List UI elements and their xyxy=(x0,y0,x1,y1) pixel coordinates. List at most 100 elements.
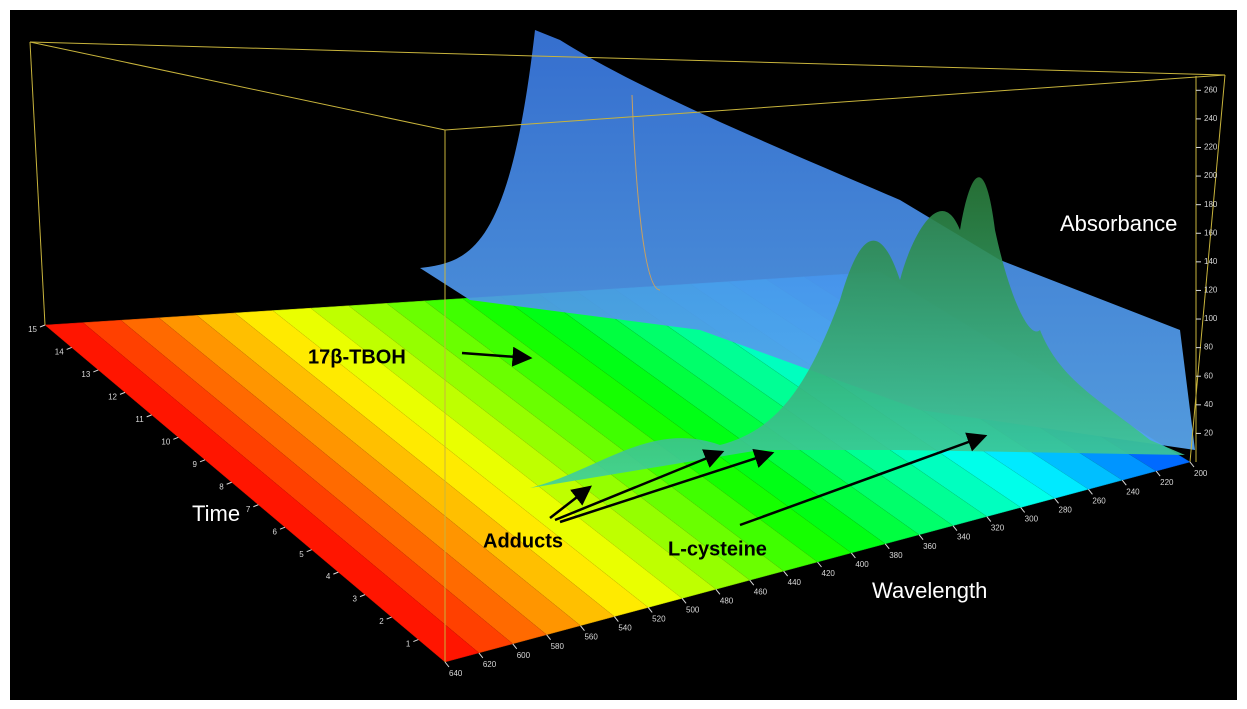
arrow xyxy=(739,432,988,527)
y-tick xyxy=(119,391,126,395)
x-tick-label: 320 xyxy=(991,524,1005,533)
x-tick xyxy=(783,570,789,577)
x-tick xyxy=(512,643,518,650)
x-tick xyxy=(546,634,551,641)
y-tick xyxy=(253,504,259,508)
y-tick xyxy=(413,639,419,642)
x-axis-label: Wavelength xyxy=(872,578,987,603)
z-tick-label: 200 xyxy=(1204,171,1218,180)
x-tick xyxy=(1088,488,1093,495)
box-edge xyxy=(444,74,1226,131)
ticks: 2002202402602803003203403603804004204404… xyxy=(28,76,1218,678)
y-tick-label: 15 xyxy=(28,325,37,334)
absorbance-peaks xyxy=(530,177,1185,489)
y-axis-label: Time xyxy=(192,501,240,526)
y-tick-label: 7 xyxy=(246,505,251,514)
x-tick-label: 560 xyxy=(584,633,598,642)
arrow xyxy=(461,346,533,367)
z-tick-label: 20 xyxy=(1204,429,1213,438)
y-tick-label: 12 xyxy=(108,393,117,402)
x-tick xyxy=(1155,470,1161,477)
x-tick xyxy=(1054,498,1059,504)
y-tick-label: 11 xyxy=(135,415,144,424)
x-tick-label: 440 xyxy=(788,578,802,587)
x-tick xyxy=(749,579,755,586)
trace xyxy=(631,94,661,291)
x-tick-label: 640 xyxy=(449,669,463,678)
y-tick-label: 10 xyxy=(161,437,170,446)
y-tick xyxy=(306,549,312,553)
y-tick xyxy=(199,459,206,463)
x-tick-label: 300 xyxy=(1025,515,1039,524)
x-tick-label: 380 xyxy=(889,551,903,560)
arrows xyxy=(461,346,988,527)
x-tick-label: 200 xyxy=(1194,469,1208,478)
z-tick-label: 140 xyxy=(1204,257,1218,266)
x-tick-label: 420 xyxy=(822,569,836,578)
y-tick-label: 8 xyxy=(219,482,224,491)
x-tick xyxy=(817,561,822,568)
z-tick-label: 40 xyxy=(1204,400,1213,409)
x-tick xyxy=(986,516,992,522)
arrow xyxy=(559,448,775,524)
y-tick xyxy=(386,616,392,620)
x-tick xyxy=(715,588,721,595)
x-tick xyxy=(444,661,450,668)
x-tick-label: 500 xyxy=(686,605,700,614)
annotation: L-cysteine xyxy=(668,538,767,560)
x-tick xyxy=(580,625,585,631)
y-tick-label: 2 xyxy=(379,617,384,626)
x-tick xyxy=(647,607,653,613)
x-tick xyxy=(884,543,890,550)
y-tick xyxy=(39,324,46,328)
x-tick xyxy=(613,616,619,622)
x-tick-label: 580 xyxy=(551,642,565,651)
x-tick xyxy=(1189,461,1195,468)
annotation: Adducts xyxy=(483,530,563,552)
y-tick xyxy=(279,526,286,530)
box-edge xyxy=(29,41,1226,76)
z-tick-label: 220 xyxy=(1204,143,1218,152)
z-tick-label: 100 xyxy=(1204,314,1218,323)
y-tick-label: 1 xyxy=(406,640,411,649)
y-tick-label: 9 xyxy=(193,460,198,469)
z-tick-label: 180 xyxy=(1204,200,1218,209)
z-axis-label: Absorbance xyxy=(1060,211,1177,236)
y-tick xyxy=(173,436,179,440)
x-tick xyxy=(952,525,958,531)
x-tick xyxy=(681,598,687,604)
x-tick-label: 540 xyxy=(618,624,632,633)
y-tick xyxy=(226,481,232,485)
x-tick-label: 460 xyxy=(754,587,768,596)
x-tick-label: 260 xyxy=(1092,496,1106,505)
box-edge xyxy=(29,41,446,131)
x-tick-label: 280 xyxy=(1059,505,1073,514)
y-tick-label: 3 xyxy=(353,595,358,604)
box-edge xyxy=(29,41,46,326)
y-tick xyxy=(359,594,366,598)
arrow xyxy=(554,449,725,522)
z-tick-label: 60 xyxy=(1204,371,1213,380)
z-tick-label: 160 xyxy=(1204,228,1218,237)
y-tick-label: 14 xyxy=(55,348,64,357)
z-tick-label: 240 xyxy=(1204,114,1218,123)
x-tick-label: 480 xyxy=(720,596,734,605)
z-tick-label: 80 xyxy=(1204,343,1213,352)
arrow xyxy=(549,485,592,519)
z-tick-label: 260 xyxy=(1204,85,1218,94)
x-tick-label: 520 xyxy=(652,615,666,624)
x-tick-label: 620 xyxy=(483,660,497,669)
x-tick-label: 240 xyxy=(1126,487,1140,496)
x-tick xyxy=(1020,507,1026,513)
x-tick xyxy=(478,652,484,659)
surface-features xyxy=(420,30,1195,489)
x-tick-label: 600 xyxy=(517,651,531,660)
y-tick xyxy=(93,369,99,373)
z-tick-label: 120 xyxy=(1204,286,1218,295)
y-tick xyxy=(146,414,152,418)
x-tick-label: 400 xyxy=(855,560,869,569)
x-tick-label: 340 xyxy=(957,533,971,542)
y-tick-label: 13 xyxy=(81,370,90,379)
y-tick-label: 5 xyxy=(299,550,304,559)
